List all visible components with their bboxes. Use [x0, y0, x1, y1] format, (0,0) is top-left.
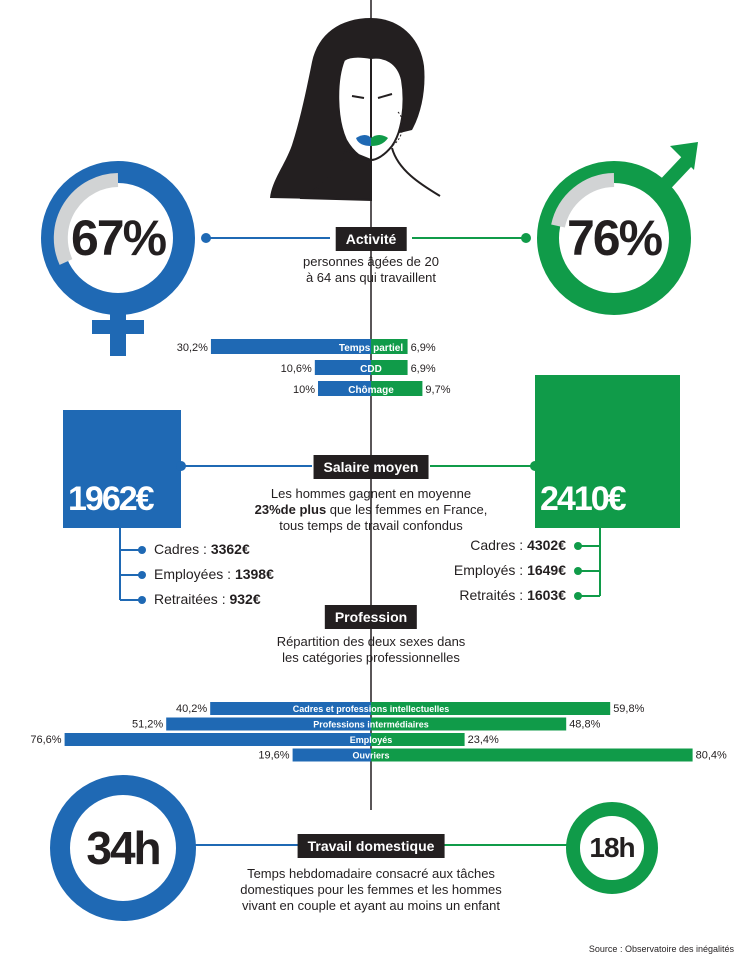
bar-category-label: Employés	[350, 735, 393, 745]
female-domestic-value: 34h	[86, 822, 161, 874]
bar-category-label: Professions intermédiaires	[313, 720, 429, 730]
activite-caption: personnes âgées de 20 à 64 ans qui trava…	[303, 254, 439, 286]
male-salary-value: 2410€	[540, 480, 627, 518]
women-bar	[64, 733, 371, 746]
male-salary-item: Employés : 1649€	[453, 562, 566, 578]
female-domestic-circle	[50, 775, 196, 921]
women-bar	[210, 339, 371, 354]
salaire-caption: Les hommes gagnent en moyenne 23%de plus…	[255, 486, 488, 534]
salaire-caption-line1: Les hommes gagnent en moyenne	[270, 486, 472, 501]
portrait-illustration	[270, 18, 441, 202]
bar-category-label: Ouvriers	[352, 751, 389, 761]
women-value-label: 19,6%	[258, 750, 289, 762]
men-bar	[371, 360, 408, 375]
female-salary-item: Cadres : 3362€	[154, 541, 250, 557]
women-bar	[314, 360, 371, 375]
bar-category-label: CDD	[360, 364, 382, 375]
profession-caption-line2: les catégories professionnelles	[282, 650, 460, 665]
salaire-caption-line2-rest: que les femmes en France,	[326, 502, 488, 517]
women-bar	[210, 702, 371, 715]
men-bar	[371, 702, 611, 715]
men-value-label: 23,4%	[468, 734, 499, 746]
domestique-caption-line3: vivant en couple et ayant au moins un en…	[241, 898, 500, 913]
female-salary-square	[63, 410, 181, 528]
men-bar	[371, 717, 567, 731]
female-activity-value: 67%	[70, 210, 167, 266]
male-activity-value: 76%	[566, 210, 663, 266]
female-salary-item: Employées : 1398€	[154, 566, 274, 582]
men-value-label: 80,4%	[696, 750, 727, 762]
men-value-label: 59,8%	[613, 703, 644, 715]
men-bar	[371, 381, 423, 396]
activite-caption-line2: à 64 ans qui travaillent	[305, 270, 437, 285]
activite-tag: Activité	[335, 227, 407, 251]
women-bar	[318, 381, 371, 396]
bar-category-label: Chômage	[348, 385, 394, 396]
men-value-label: 9,7%	[425, 384, 450, 396]
profession-caption: Répartition des deux sexes dans les caté…	[277, 634, 466, 666]
male-salary-item: Retraités : 1603€	[459, 587, 566, 603]
salaire-caption-line3: tous temps de travail confondus	[279, 518, 463, 533]
men-value-label: 48,8%	[569, 719, 600, 731]
domestique-caption-line1: Temps hebdomadaire consacré aux tâches	[247, 866, 495, 881]
women-value-label: 51,2%	[132, 719, 163, 731]
bar-category-label: Temps partiel	[339, 343, 403, 354]
women-bar	[166, 717, 371, 731]
women-value-label: 10,6%	[281, 363, 312, 375]
women-value-label: 76,6%	[30, 734, 61, 746]
male-domestic-value: 18h	[589, 832, 635, 863]
men-bar	[371, 733, 465, 746]
women-value-label: 30,2%	[177, 342, 208, 354]
men-value-label: 6,9%	[411, 342, 436, 354]
salaire-caption-bold: 23%de plus	[254, 502, 327, 517]
male-salary-square	[535, 375, 680, 528]
profession-tag: Profession	[324, 605, 418, 629]
female-activity-ring	[41, 161, 195, 356]
women-value-label: 10%	[293, 384, 315, 396]
activite-caption-line1: personnes âgées de 20	[303, 254, 439, 269]
men-bar	[371, 748, 693, 762]
bar-category-label: Cadres et professions intellectuelles	[293, 704, 450, 714]
profession-bars-chart: Cadres et professions intellectuelles 40,…	[30, 702, 727, 762]
men-bar	[371, 339, 408, 354]
male-activity-ring	[537, 142, 698, 315]
female-salary-item: Retraitées : 932€	[154, 591, 261, 607]
salaire-tag: Salaire moyen	[313, 455, 429, 479]
women-bar	[292, 748, 371, 762]
female-salary-value: 1962€	[68, 480, 155, 518]
domestique-caption: Temps hebdomadaire consacré aux tâches d…	[240, 866, 502, 914]
domestique-caption-line2: domestiques pour les femmes et les homme…	[240, 882, 502, 897]
contract-bars-chart: Temps partiel 30,2% 6,9% CDD 10,6% 6,9% Chômag…	[177, 339, 451, 396]
source-note: Source : Observatoire des inégalités	[588, 944, 734, 954]
male-salary-item: Cadres : 4302€	[470, 537, 566, 553]
women-value-label: 40,2%	[176, 703, 207, 715]
domestique-tag: Travail domestique	[297, 834, 445, 858]
salaire-caption-line2: 23%de plus que les femmes en France,	[255, 502, 488, 518]
profession-caption-line1: Répartition des deux sexes dans	[276, 634, 466, 649]
men-value-label: 6,9%	[411, 363, 436, 375]
male-domestic-circle	[566, 802, 658, 894]
